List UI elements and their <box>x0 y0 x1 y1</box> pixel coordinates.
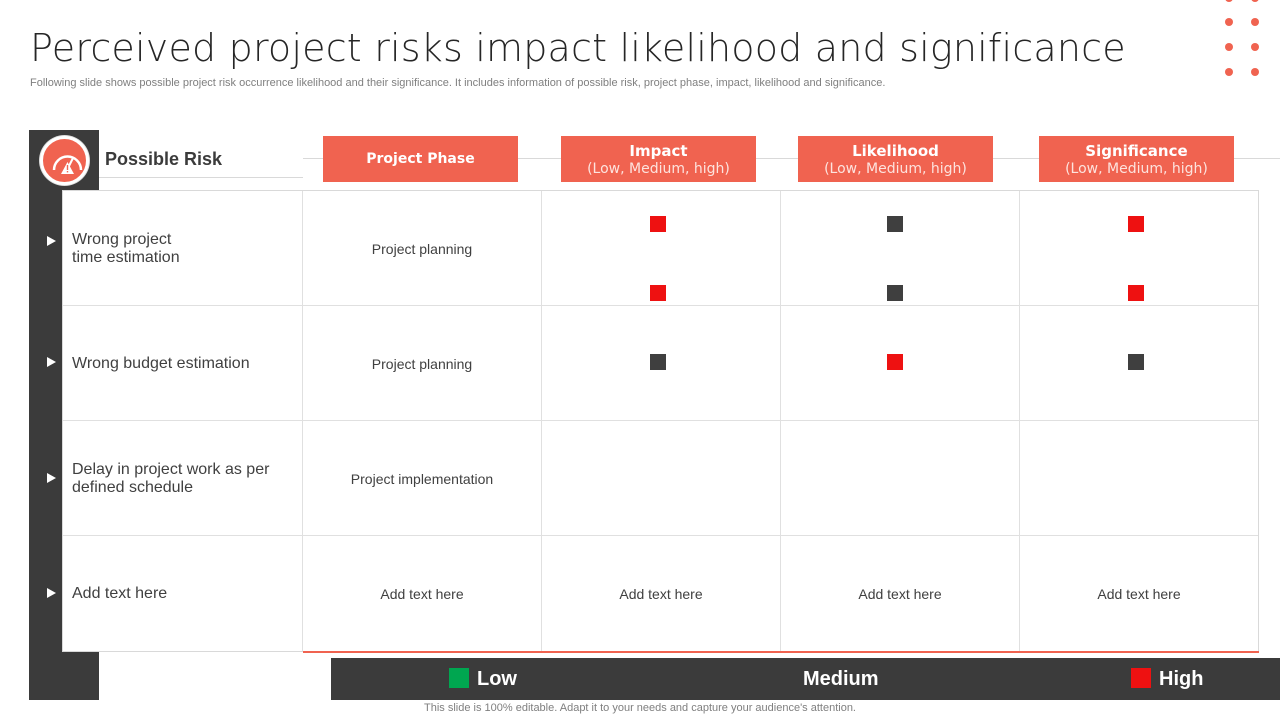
column-header-label: Significance <box>1085 142 1188 160</box>
column-header-project-phase: Project Phase <box>323 136 518 182</box>
column-header-impact: Impact (Low, Medium, high) <box>561 136 756 182</box>
table-row: Delay in project work as per defined sch… <box>63 421 1258 536</box>
table-row: Wrong budget estimation Project planning <box>63 306 1258 421</box>
legend-label: Medium <box>803 668 879 690</box>
slide-subtitle: Following slide shows possible project r… <box>30 77 886 89</box>
dot <box>1251 68 1259 76</box>
likelihood-cell: Add text here <box>781 536 1020 651</box>
medium-rating-marker <box>887 285 903 301</box>
significance-cell: Add text here <box>1097 585 1181 602</box>
column-header-significance: Significance (Low, Medium, high) <box>1039 136 1234 182</box>
high-rating-marker <box>1128 216 1144 232</box>
risk-cell: Wrong budget estimation <box>63 306 303 421</box>
dot <box>1251 43 1259 51</box>
table-row: Wrong project time estimation Project pl… <box>63 191 1258 306</box>
likelihood-cell <box>781 191 1020 306</box>
phase-cell: Add text here <box>303 536 542 651</box>
legend-item-high: High <box>1131 658 1203 700</box>
dot <box>1225 18 1233 26</box>
column-header-label: Likelihood <box>852 142 939 160</box>
risk-label: Delay in project work as per defined sch… <box>72 460 270 496</box>
slide-title: Perceived project risks impact likelihoo… <box>30 26 1126 70</box>
low-swatch <box>449 668 469 688</box>
risk-cell: Wrong project time estimation <box>63 191 303 306</box>
legend-item-medium: Medium <box>803 658 879 700</box>
impact-cell <box>542 421 781 536</box>
column-header-sub: (Low, Medium, high) <box>1065 161 1208 177</box>
likelihood-cell <box>781 306 1020 421</box>
high-rating-marker <box>1128 285 1144 301</box>
triangle-right-icon <box>47 588 56 598</box>
phase-cell: Project planning <box>303 306 542 421</box>
legend-item-low: Low <box>449 658 517 700</box>
legend-label: High <box>1159 668 1204 690</box>
high-rating-marker <box>650 216 666 232</box>
medium-rating-marker <box>650 354 666 370</box>
slide-footer: This slide is 100% editable. Adapt it to… <box>424 702 856 714</box>
triangle-right-icon <box>47 236 56 246</box>
gauge-warning-icon <box>40 136 89 185</box>
table-row: Add text here Add text here Add text her… <box>63 536 1258 651</box>
dot <box>1225 0 1233 2</box>
significance-cell <box>1020 421 1258 536</box>
medium-rating-marker <box>887 216 903 232</box>
dot <box>1225 43 1233 51</box>
column-header-label: Project Phase <box>366 151 475 167</box>
phase-cell: Project planning <box>303 191 542 306</box>
column-header-likelihood: Likelihood (Low, Medium, high) <box>798 136 993 182</box>
high-rating-marker <box>887 354 903 370</box>
triangle-right-icon <box>47 357 56 367</box>
dot <box>1225 68 1233 76</box>
column-header-label: Impact <box>629 142 688 160</box>
table-bottom-accent <box>303 651 1259 653</box>
triangle-right-icon <box>47 473 56 483</box>
column-header-sub: (Low, Medium, high) <box>824 161 967 177</box>
medium-rating-marker <box>1128 354 1144 370</box>
dot <box>1251 0 1259 2</box>
risk-label: Wrong project time estimation <box>72 230 180 266</box>
risk-cell: Add text here <box>63 536 303 651</box>
risk-cell: Delay in project work as per defined sch… <box>63 421 303 536</box>
header-divider <box>303 158 1280 159</box>
likelihood-cell <box>781 421 1020 536</box>
high-rating-marker <box>650 285 666 301</box>
column-header-sub: (Low, Medium, high) <box>587 161 730 177</box>
rating-legend: Low Medium High <box>331 658 1280 700</box>
impact-cell: Add text here <box>542 536 781 651</box>
impact-cell <box>542 306 781 421</box>
legend-label: Low <box>477 668 517 690</box>
dot <box>1251 18 1259 26</box>
impact-cell <box>542 191 781 306</box>
phase-cell: Project implementation <box>303 421 542 536</box>
risk-table: Wrong project time estimation Project pl… <box>62 190 1259 652</box>
decorative-dots <box>1222 0 1262 80</box>
possible-risk-header: Possible Risk <box>99 138 303 178</box>
high-swatch <box>1131 668 1151 688</box>
